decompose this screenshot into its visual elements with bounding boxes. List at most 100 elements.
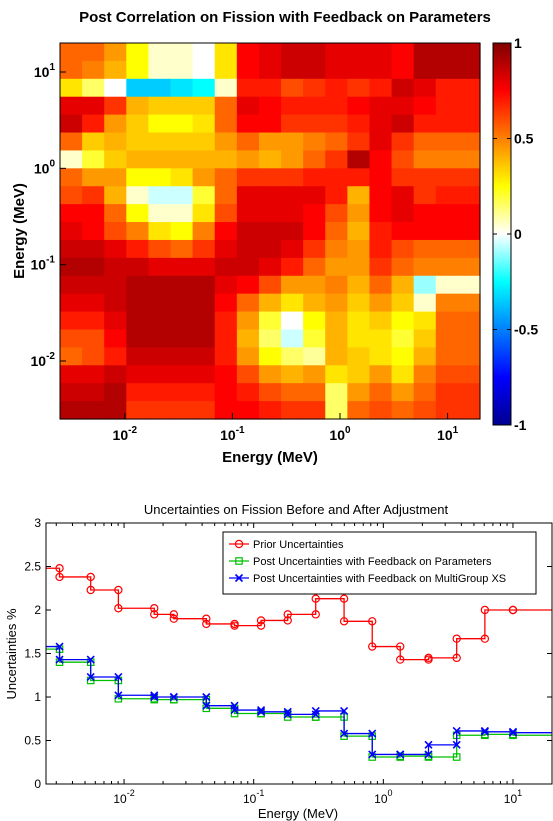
series-point [283,707,292,716]
heatmap-cell [126,78,150,98]
heatmap-cell [325,150,348,169]
heatmap-cell [457,132,481,152]
heatmap-cell [435,275,459,295]
heatmap-cell [104,114,127,134]
heatmap-cell [413,293,437,313]
heatmap-cell [104,96,127,116]
heatmap-cell [413,329,437,348]
series-point [452,653,461,663]
heatmap-cell [391,257,415,277]
heatmap-cell [258,168,282,187]
series-point [150,692,159,702]
heatmap-cell [148,329,172,348]
heatmap-cell [126,222,150,241]
heatmap-cell [325,168,348,187]
series-point [283,710,292,719]
heatmap-cell [281,60,304,80]
heatmap-cell [148,186,172,205]
heatmap-cell [126,293,150,313]
series-point [368,729,377,738]
series-point [169,692,178,702]
heatmap-cell [347,383,371,402]
heatmap-cell [60,293,83,313]
line-x-axis-label: Energy (MeV) [258,806,338,821]
heatmap-cell [104,365,127,384]
series-point [256,621,266,630]
heatmap-cell [281,347,304,366]
series-point [114,672,123,682]
heatmap-cell [170,96,194,116]
series-point [230,705,239,715]
heatmap-x-tick-label: 101 [437,425,459,443]
heatmap-cell [104,186,127,205]
series-point [396,642,405,651]
heatmap-cell [258,275,282,295]
heatmap-cell [325,293,348,313]
line-x-tick-label: 10-2 [113,788,134,806]
heatmap-cell [325,329,348,348]
heatmap-cell [82,383,105,402]
heatmap-cell [82,43,105,62]
heatmap-cell [170,168,194,187]
heatmap-cell [391,60,415,80]
heatmap-cell [303,365,326,384]
heatmap-cell [435,383,459,402]
series-point [340,729,349,738]
heatmap-cell [236,401,260,420]
heatmap-x-axis-label: Energy (MeV) [222,449,318,466]
heatmap-cell [303,43,326,62]
heatmap-cell [104,293,127,313]
heatmap-cell [281,150,304,169]
heatmap-cell [413,347,437,366]
heatmap-cell [325,114,348,134]
heatmap-cell [126,329,150,348]
series-point [150,691,159,700]
heatmap-cell [457,383,481,402]
heatmap-y-tick-label: 10-1 [31,255,56,273]
heatmap-x-tick-label: 10-1 [220,425,245,443]
heatmap-cell [236,347,260,366]
heatmap-cell [391,383,415,402]
legend-box [222,531,537,595]
line-x-tick-label: 100 [374,788,392,806]
heatmap-cell [104,347,127,366]
heatmap-cell [170,114,194,134]
heatmap-cell [192,168,216,187]
heatmap-cell [236,275,260,295]
heatmap-cell [391,365,415,384]
colorbar-ticks: 1 0.5 0 -0.5 -1 [493,35,538,433]
heatmap-cell [170,204,194,223]
heatmap-cell [391,150,415,169]
line-chart-title: Uncertainties on Fission Before and Afte… [144,502,449,517]
heatmap-cell [236,239,260,259]
heatmap-cell [258,365,282,384]
heatmap-cell [170,150,194,169]
heatmap-cell [236,150,260,169]
heatmap-cell [347,150,371,169]
colorbar-tick-label: 0 [514,226,522,242]
heatmap-cell [214,186,238,205]
heatmap-cell [369,383,393,402]
heatmap-cell [391,43,415,62]
series-point [311,610,320,619]
heatmap-cell [347,114,371,134]
colorbar-tick-label: -1 [514,417,527,433]
heatmap-cell [435,150,459,169]
legend-marker [234,539,244,549]
heatmap-cell [192,329,216,348]
heatmap-cell [281,168,304,187]
heatmap-cell [258,311,282,331]
heatmap-cell [391,329,415,348]
heatmap-cell [60,239,83,259]
heatmap-cell [126,96,150,116]
heatmap-cell [303,96,326,116]
heatmap-cell [214,168,238,187]
line-y-tick-label: 0.5 [24,734,41,748]
heatmap-cell [214,383,238,402]
colorbar-tick-label: 0.5 [514,131,534,147]
heatmap-cell [303,222,326,241]
heatmap-cell [303,401,326,420]
heatmap-cell [192,293,216,313]
heatmap-cell [303,275,326,295]
heatmap-cell [391,275,415,295]
